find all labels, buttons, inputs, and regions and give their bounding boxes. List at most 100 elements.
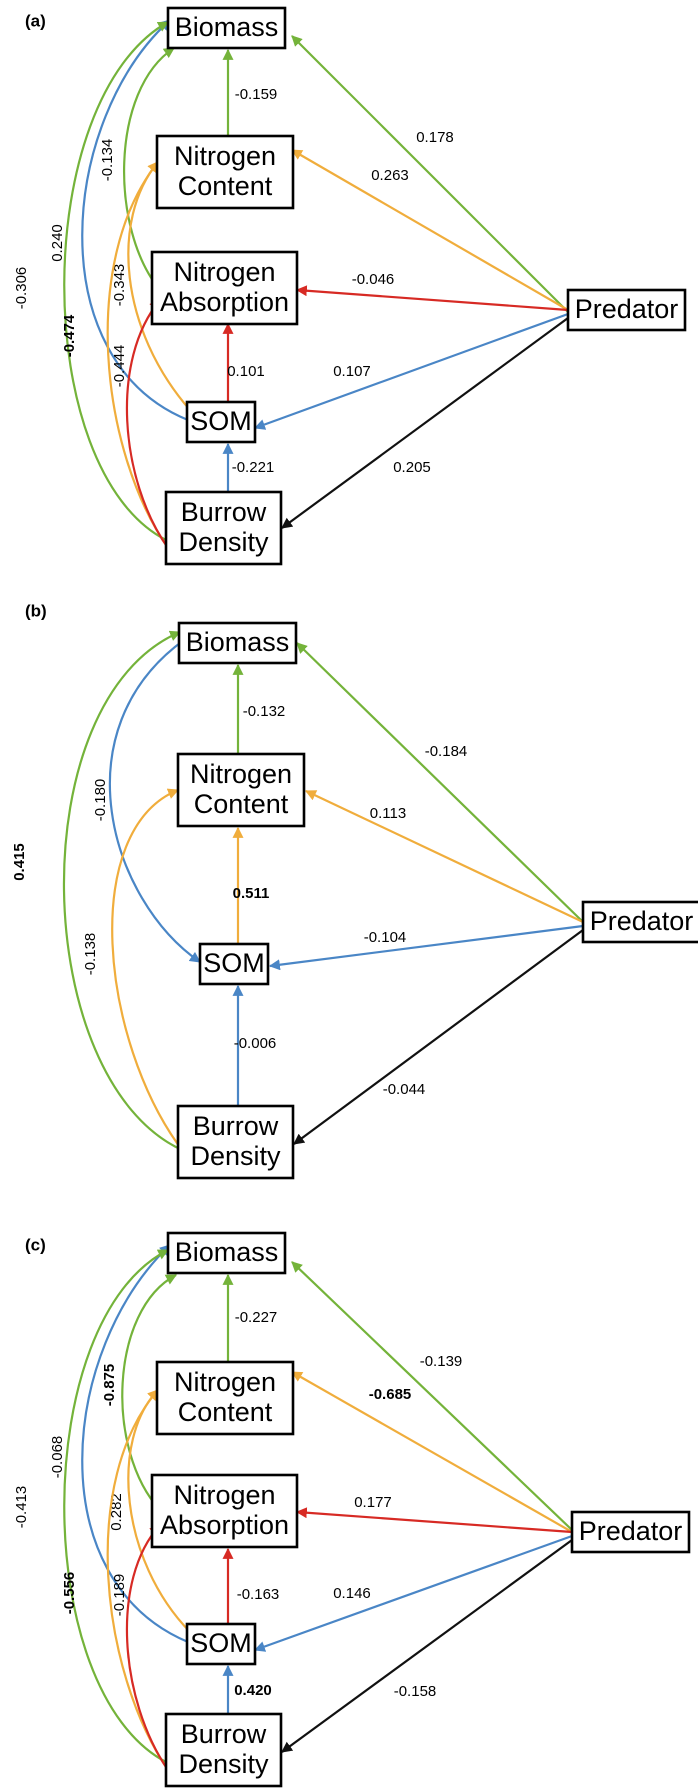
node-box xyxy=(176,752,306,828)
edge-predator-to-nitrogen-absorption xyxy=(295,1507,573,1534)
path-coefficient-label: -0.221 xyxy=(232,459,275,476)
edge-nitrogen-absorption-to-biomass xyxy=(123,47,175,291)
node-label: Density xyxy=(190,1141,281,1171)
node-label: Content xyxy=(178,1397,273,1427)
path-coefficient-label: -0.306 xyxy=(13,267,30,310)
path-coefficient-label: -0.474 xyxy=(61,314,78,357)
edge-predator-to-som xyxy=(268,924,584,971)
path-coefficient-label: 0.101 xyxy=(227,363,265,380)
node-biomass: Biomass xyxy=(166,6,287,50)
edge-burrow-density-to-nitrogen-absorption xyxy=(125,1524,169,1771)
node-label: Biomass xyxy=(175,1237,279,1267)
path-coefficient-label: -0.444 xyxy=(111,345,128,388)
edge-som-to-biomass xyxy=(81,19,189,422)
edge-burrow-density-to-nitrogen-content xyxy=(106,1389,169,1771)
node-label: SOM xyxy=(203,948,265,978)
node-box xyxy=(164,490,283,566)
node-label: Burrow xyxy=(181,497,267,527)
node-box xyxy=(185,400,257,444)
path-coefficient-label: -0.132 xyxy=(243,703,286,720)
node-box xyxy=(150,1473,299,1549)
edge-predator-to-nitrogen-content xyxy=(291,149,569,311)
path-coefficient-label: 0.113 xyxy=(370,805,406,822)
path-coefficient-label: -0.413 xyxy=(13,1486,30,1529)
edge-burrow-density-to-nitrogen-content xyxy=(111,788,183,1151)
path-coefficient-label: 0.263 xyxy=(371,167,409,184)
path-coefficient-label: -0.180 xyxy=(92,779,109,822)
node-biomass: Biomass xyxy=(166,1231,287,1275)
path-coefficient-label: 0.177 xyxy=(354,1494,392,1511)
path-coefficient-label: -0.159 xyxy=(235,86,278,103)
path-coefficient-label: 0.415 xyxy=(11,843,28,881)
node-box xyxy=(166,1231,287,1275)
node-label: Burrow xyxy=(193,1111,279,1141)
path-coefficient-label: -0.044 xyxy=(383,1081,426,1098)
path-coefficient-label: -0.068 xyxy=(49,1436,66,1479)
panel-label: (a) xyxy=(25,11,46,30)
edge-som-to-biomass xyxy=(81,1244,189,1644)
node-biomass: Biomass xyxy=(177,621,298,665)
node-box xyxy=(164,1712,283,1788)
panel-b: (b)-0.132-0.1800.4150.511-0.138-0.006-0.… xyxy=(11,601,698,1180)
node-box xyxy=(176,1104,295,1180)
node-predator: Predator xyxy=(570,1510,691,1554)
path-coefficient-label: -0.158 xyxy=(394,1683,437,1700)
path-coefficient-label: -0.189 xyxy=(111,1574,128,1617)
edge-nitrogen-absorption-to-biomass xyxy=(121,1274,177,1511)
path-coefficient-label: 0.511 xyxy=(233,885,270,902)
node-som: SOM xyxy=(185,400,257,444)
edges: -0.132 -0.180 0.415 0.511 -0.138 -0.006 -0.184… xyxy=(11,630,584,1151)
path-coefficient-label: -0.134 xyxy=(99,139,116,182)
edges: -0.159 -0.134 0.240 -0.306 -0.343 -0.474 0.101… xyxy=(13,19,569,549)
path-coefficient-label: -0.343 xyxy=(111,264,128,307)
node-label: Density xyxy=(178,527,269,557)
edge-burrow-density-to-biomass xyxy=(63,21,169,541)
path-coefficient-label: -0.227 xyxy=(235,1309,278,1326)
edge-predator-to-nitrogen-content xyxy=(291,1371,573,1533)
path-coefficient-label: 0.205 xyxy=(393,459,431,476)
node-label: Nitrogen xyxy=(174,1367,276,1397)
edge-predator-to-nitrogen-content xyxy=(305,790,584,923)
node-label: Nitrogen xyxy=(173,257,275,287)
node-box xyxy=(185,1622,257,1666)
edge-burrow-density-to-biomass xyxy=(62,630,183,1151)
node-label: Content xyxy=(178,171,273,201)
node-label: Predator xyxy=(575,294,679,324)
edge-burrow-density-to-biomass xyxy=(63,1249,169,1763)
panel-a: (a) -0.159 -0.134 0.240 -0.306 -0.343 -0.474 0.… xyxy=(13,6,687,566)
nodes: BiomassNitrogenContentNitrogenAbsorption… xyxy=(150,1231,691,1788)
node-label: Nitrogen xyxy=(173,1480,275,1510)
edge-predator-to-biomass xyxy=(291,35,569,313)
edge-predator-to-som xyxy=(253,312,569,430)
node-label: Absorption xyxy=(160,287,289,317)
edge-predator-to-burrow-density xyxy=(281,1539,573,1753)
node-box xyxy=(566,288,687,332)
node-box xyxy=(177,621,298,665)
edge-predator-to-biomass xyxy=(291,1261,573,1531)
path-coefficient-label: -0.875 xyxy=(101,1364,118,1407)
path-coefficient-label: -0.163 xyxy=(237,1586,280,1603)
path-coefficient-label: -0.138 xyxy=(82,933,99,976)
node-label: SOM xyxy=(190,1628,252,1658)
path-coefficient-label: -0.104 xyxy=(364,929,407,946)
panel-c: (c)-0.227-0.875-0.068-0.413 0.282-0.556 -0… xyxy=(13,1231,691,1788)
path-coefficient-label: -0.556 xyxy=(61,1572,78,1615)
edge-predator-to-nitrogen-absorption xyxy=(295,285,569,312)
node-label: Absorption xyxy=(160,1510,289,1540)
node-box xyxy=(570,1510,691,1554)
node-label: Predator xyxy=(590,906,694,936)
node-label: Density xyxy=(178,1749,269,1779)
path-coefficient-label: -0.184 xyxy=(425,743,468,760)
node-label: SOM xyxy=(190,406,252,436)
node-box xyxy=(155,134,295,210)
edges: -0.227-0.875-0.068-0.413 0.282-0.556 -0.16… xyxy=(13,1244,573,1771)
